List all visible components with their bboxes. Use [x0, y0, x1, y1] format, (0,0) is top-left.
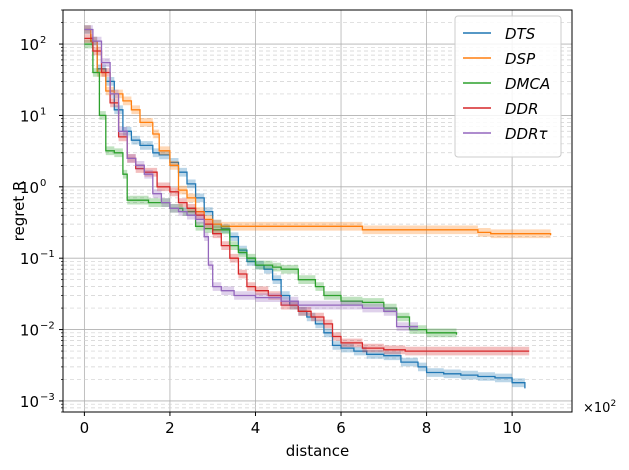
x-axis: 0 2 4 6 8 10: [80, 412, 522, 437]
legend-item: DDRτ: [463, 125, 549, 143]
y-tick-base: 10: [20, 250, 39, 268]
x-tick-label: 0: [80, 419, 90, 437]
x-tick-label: 2: [165, 419, 175, 437]
y-tick-exponent: 1: [40, 106, 46, 117]
x-tick-label: 4: [251, 419, 261, 437]
x-axis-multiplier-exp: 2: [610, 399, 616, 409]
y-tick-exponent: −2: [40, 321, 55, 332]
series-line: [84, 43, 458, 335]
y-tick-label: 10: [20, 179, 39, 197]
series-2: [84, 39, 458, 339]
y-tick-exponent: 2: [40, 35, 46, 46]
legend: DTS DSP DMCA DDR DDRτ: [454, 15, 562, 158]
series-4: [84, 25, 419, 331]
x-axis-multiplier-base: ×10: [583, 401, 610, 416]
y-tick-exponent: −1: [40, 249, 55, 260]
y-tick-label: 10: [20, 393, 39, 411]
x-axis-label: distance: [286, 442, 350, 460]
series-0: [84, 25, 526, 393]
plot-frame: [62, 9, 573, 413]
y-tick-base: 10: [20, 393, 39, 411]
series-line: [84, 28, 526, 389]
legend-item: DMCA: [463, 75, 550, 93]
legend-box: [454, 15, 562, 158]
x-axis-multiplier: ×102: [583, 399, 616, 416]
y-tick-label: 10: [20, 36, 39, 54]
x-tick-label: 6: [336, 419, 346, 437]
y-tick-base: 10: [20, 179, 39, 197]
series-line: [84, 28, 418, 328]
series-band: [84, 34, 530, 356]
legend-label: DDR: [505, 100, 539, 118]
y-tick-label: 10: [20, 250, 39, 268]
legend-label: DDRτ: [505, 125, 549, 143]
legend-label: DMCA: [505, 75, 550, 93]
y-tick-base: 10: [20, 107, 39, 125]
legend-item: DDR: [463, 100, 539, 118]
x-tick-label: 8: [422, 419, 432, 437]
y-axis-label: regret R: [10, 181, 28, 242]
y-tick-label: 10: [20, 322, 39, 340]
legend-label: DTS: [505, 25, 536, 43]
y-tick-exponent: 0: [40, 178, 46, 189]
legend-label: DSP: [505, 50, 536, 68]
legend-item: DTS: [463, 25, 536, 43]
y-tick-exponent: −3: [40, 392, 55, 403]
series-band: [84, 25, 419, 331]
y-tick-base: 10: [20, 322, 39, 340]
y-tick-label: 10: [20, 107, 39, 125]
legend-item: DSP: [463, 50, 536, 68]
y-tick-base: 10: [20, 36, 39, 54]
series-layer: [84, 25, 552, 393]
x-tick-label: 10: [503, 419, 522, 437]
